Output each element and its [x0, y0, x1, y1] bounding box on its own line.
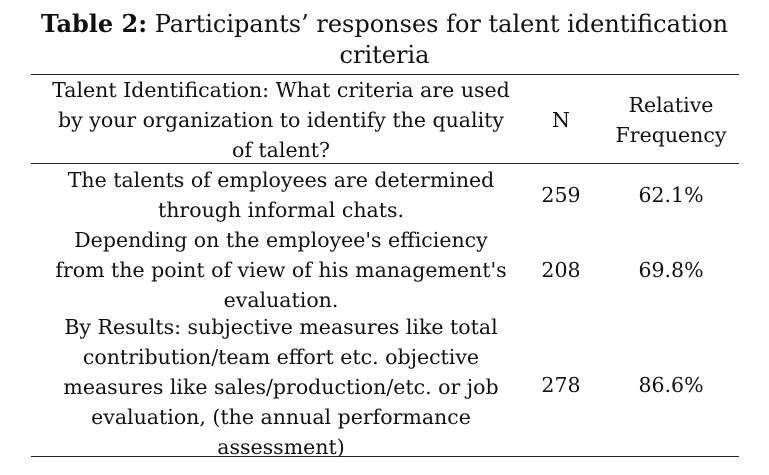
caption-title: Participants’ responses for talent ident…: [154, 10, 729, 38]
criterion-line: By Results: subjective measures like tot…: [64, 315, 498, 339]
criterion-line: evaluation.: [223, 288, 339, 312]
row-1-criterion: The talents of employees are determined …: [31, 165, 531, 225]
header-question-line: of talent?: [231, 138, 331, 162]
criterion-line: assessment): [217, 435, 345, 459]
header-frequency-line: Relative: [628, 93, 714, 117]
caption-label: Table 2:: [40, 9, 148, 38]
header-n: N: [531, 105, 591, 135]
header-question: Talent Identification: What criteria are…: [31, 75, 531, 165]
header-frequency-line: Frequency: [615, 123, 727, 147]
table-caption: Table 2: Participants’ responses for tal…: [0, 8, 769, 71]
criterion-line: Depending on the employee's efficiency: [74, 228, 488, 252]
criterion-line: from the point of view of his management…: [55, 258, 507, 282]
criterion-line: The talents of employees are determined: [67, 168, 495, 192]
header-relative-frequency: Relative Frequency: [591, 90, 751, 150]
header-n-label: N: [552, 108, 570, 132]
caption-line-1: Table 2: Participants’ responses for tal…: [0, 8, 769, 40]
criterion-line: contribution/team effort etc. objective: [82, 345, 480, 369]
table-top-rule: [31, 74, 739, 75]
table-header-rule: [31, 163, 739, 164]
row-2-relative-frequency: 69.8%: [638, 258, 704, 282]
row-3-n: 278: [541, 373, 581, 397]
row-2-criterion: Depending on the employee's efficiency f…: [31, 225, 531, 315]
row-1-relative-frequency: 62.1%: [638, 183, 704, 207]
row-2-n: 208: [541, 258, 581, 282]
criterion-line: evaluation, (the annual performance: [91, 405, 471, 429]
header-question-line: Talent Identification: What criteria are…: [52, 78, 510, 102]
criterion-line: through informal chats.: [157, 198, 405, 222]
table-bottom-rule: [31, 456, 739, 457]
caption-title-continued: criteria: [339, 41, 430, 69]
row-3-criterion: By Results: subjective measures like tot…: [31, 312, 531, 462]
header-question-line: by your organization to identify the qua…: [58, 108, 504, 132]
criterion-line: measures like sales/production/etc. or j…: [63, 375, 499, 399]
row-3-relative-frequency: 86.6%: [638, 373, 704, 397]
row-1-n: 259: [541, 183, 581, 207]
